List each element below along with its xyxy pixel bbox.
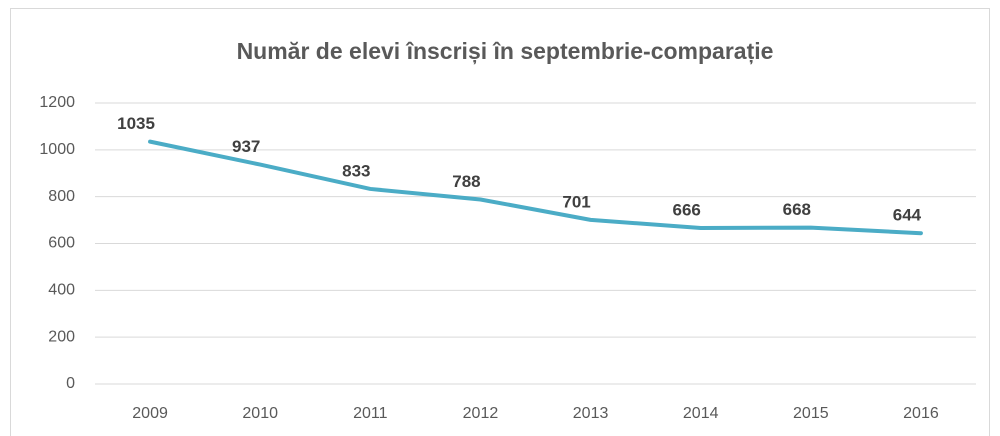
data-label: 666 [673, 201, 701, 220]
x-tick-label: 2015 [793, 405, 829, 422]
data-label: 788 [452, 172, 480, 191]
x-tick-label: 2013 [573, 405, 609, 422]
y-tick-label: 800 [48, 188, 75, 205]
data-label: 937 [232, 137, 260, 156]
x-tick-label: 2014 [683, 405, 719, 422]
y-tick-label: 200 [48, 328, 75, 345]
data-line [148, 139, 923, 236]
data-label: 668 [783, 200, 811, 219]
data-label: 644 [893, 206, 922, 225]
x-tick-label: 2016 [903, 405, 939, 422]
chart-title: Număr de elevi înscriși în septembrie-co… [237, 38, 774, 65]
y-tick-label: 400 [48, 282, 75, 299]
x-tick-label: 2010 [242, 405, 278, 422]
x-tick-label: 2009 [132, 405, 168, 422]
chart-frame [10, 8, 990, 436]
data-label: 701 [562, 192, 590, 211]
x-tick-label: 2012 [463, 405, 499, 422]
y-tick-label: 1200 [39, 94, 75, 111]
data-label: 833 [342, 161, 370, 180]
y-tick-label: 0 [66, 375, 75, 392]
y-tick-label: 600 [48, 235, 75, 252]
data-label: 1035 [117, 114, 155, 133]
x-tick-label: 2011 [353, 405, 388, 422]
y-tick-label: 1000 [39, 141, 75, 158]
